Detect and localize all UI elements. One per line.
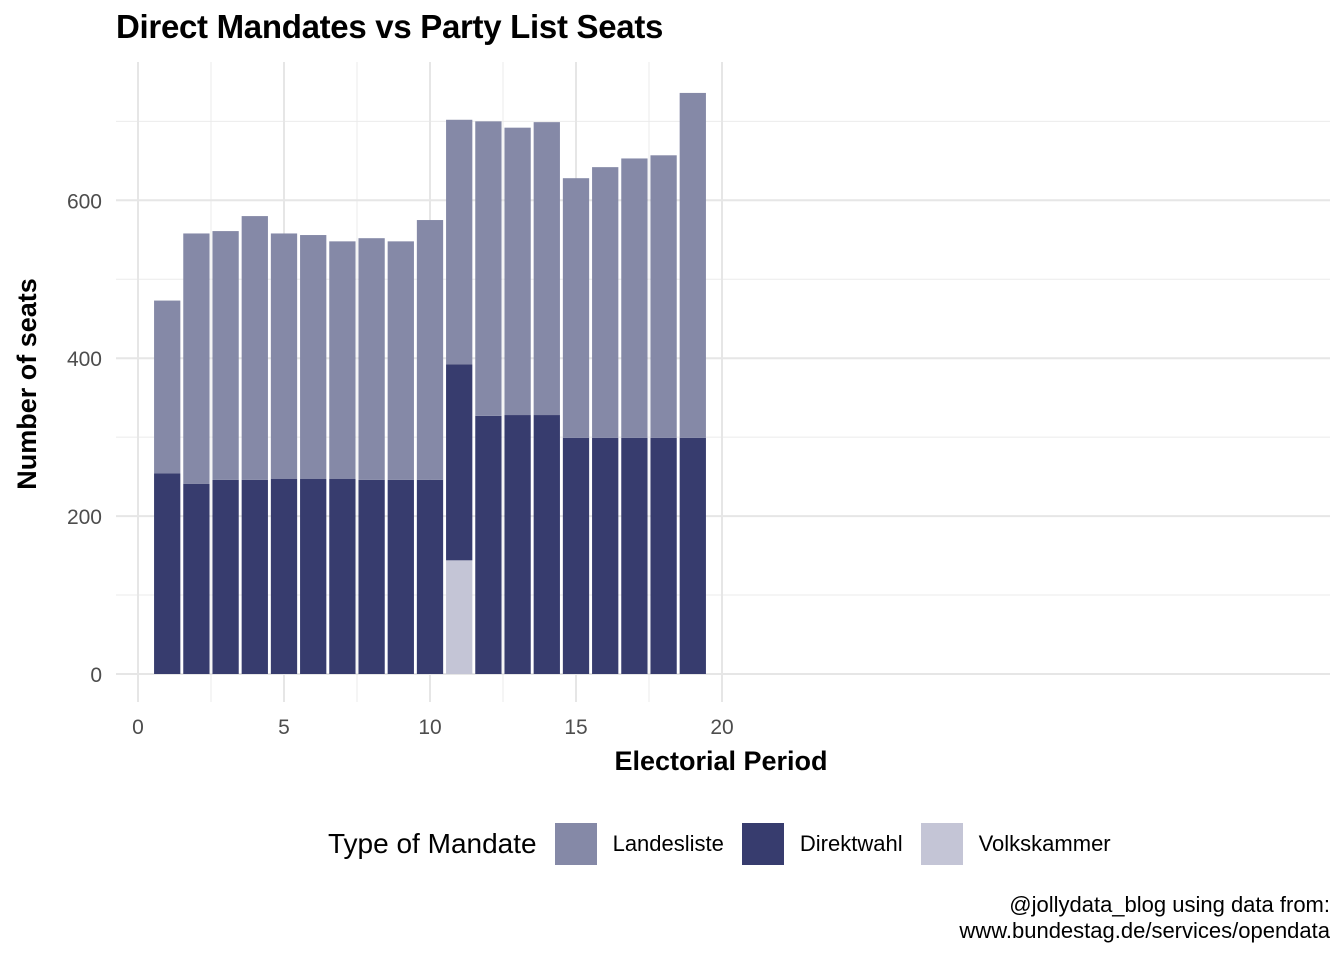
bar-volkskammer-period-11	[446, 560, 473, 674]
bar-direktwahl-period-18	[650, 437, 677, 674]
bar-landesliste-period-4	[241, 216, 268, 480]
bar-landesliste-period-5	[270, 233, 298, 479]
grid-layer	[116, 62, 1330, 702]
bar-landesliste-period-16	[592, 167, 619, 438]
x-tick-label: 20	[710, 716, 733, 739]
x-axis-title: Electorial Period	[614, 746, 827, 776]
bar-direktwahl-period-5	[270, 478, 298, 674]
bar-direktwahl-period-17	[621, 437, 648, 674]
y-axis-title: Number of seats	[12, 278, 42, 490]
bar-landesliste-period-19	[679, 92, 706, 438]
bar-landesliste-period-14	[533, 122, 560, 416]
bar-direktwahl-period-11	[446, 364, 473, 561]
bar-direktwahl-period-16	[592, 437, 619, 674]
legend-label-landesliste: Landesliste	[612, 831, 724, 856]
x-tick-label: 0	[132, 716, 144, 739]
legend-item-landesliste: Landesliste	[554, 823, 724, 865]
bar-landesliste-period-10	[416, 220, 444, 480]
legend-label-volkskammer: Volkskammer	[978, 831, 1111, 856]
bar-landesliste-period-18	[650, 155, 677, 438]
legend-title: Type of Mandate	[328, 828, 537, 859]
y-tick-label: 0	[90, 664, 102, 687]
chart-title: Direct Mandates vs Party List Seats	[116, 8, 664, 45]
bar-layer	[154, 92, 706, 674]
x-tick-label: 5	[278, 716, 290, 739]
bar-direktwahl-period-13	[504, 415, 531, 674]
legend-item-direktwahl: Direktwahl	[741, 823, 903, 865]
legend-key-volkskammer	[920, 823, 963, 865]
y-tick-label: 600	[67, 190, 102, 213]
bar-direktwahl-period-10	[416, 479, 444, 674]
y-tick-label: 400	[67, 348, 102, 371]
bar-landesliste-period-8	[358, 238, 385, 480]
caption-line-2: www.bundestag.de/services/opendata	[959, 918, 1330, 943]
bar-direktwahl-period-3	[212, 479, 239, 674]
bar-direktwahl-period-4	[241, 479, 268, 674]
bar-landesliste-period-9	[387, 241, 414, 480]
bar-landesliste-period-15	[562, 178, 590, 438]
legend-key-direktwahl	[741, 823, 784, 865]
bar-direktwahl-period-9	[387, 479, 414, 674]
bar-direktwahl-period-12	[475, 415, 502, 674]
legend: Type of Mandate Landesliste Direktwahl Vol…	[328, 820, 1129, 868]
bar-landesliste-period-17	[621, 158, 648, 438]
bar-landesliste-period-11	[446, 119, 473, 365]
legend-key-landesliste	[554, 823, 597, 865]
bar-direktwahl-period-19	[679, 437, 706, 674]
x-tick-label: 15	[564, 716, 587, 739]
legend-item-volkskammer: Volkskammer	[920, 823, 1111, 865]
bar-landesliste-period-12	[475, 121, 502, 416]
y-tick-label: 200	[67, 506, 102, 529]
caption: @jollydata_blog using data from: www.bun…	[959, 892, 1330, 944]
bar-direktwahl-period-2	[183, 483, 210, 674]
x-tick-label: 10	[418, 716, 441, 739]
bar-direktwahl-period-7	[329, 478, 356, 674]
bar-landesliste-period-7	[329, 241, 356, 479]
bar-direktwahl-period-15	[562, 437, 590, 674]
bar-landesliste-period-1	[154, 300, 181, 474]
caption-line-1: @jollydata_blog using data from:	[1009, 892, 1330, 917]
bar-landesliste-period-3	[212, 231, 239, 480]
bar-direktwahl-period-14	[533, 415, 560, 674]
legend-label-direktwahl: Direktwahl	[799, 831, 903, 856]
bar-landesliste-period-13	[504, 127, 531, 416]
bar-direktwahl-period-6	[300, 478, 327, 674]
bar-landesliste-period-6	[300, 235, 327, 479]
bar-direktwahl-period-8	[358, 479, 385, 674]
bar-direktwahl-period-1	[154, 473, 181, 674]
bar-landesliste-period-2	[183, 233, 210, 484]
